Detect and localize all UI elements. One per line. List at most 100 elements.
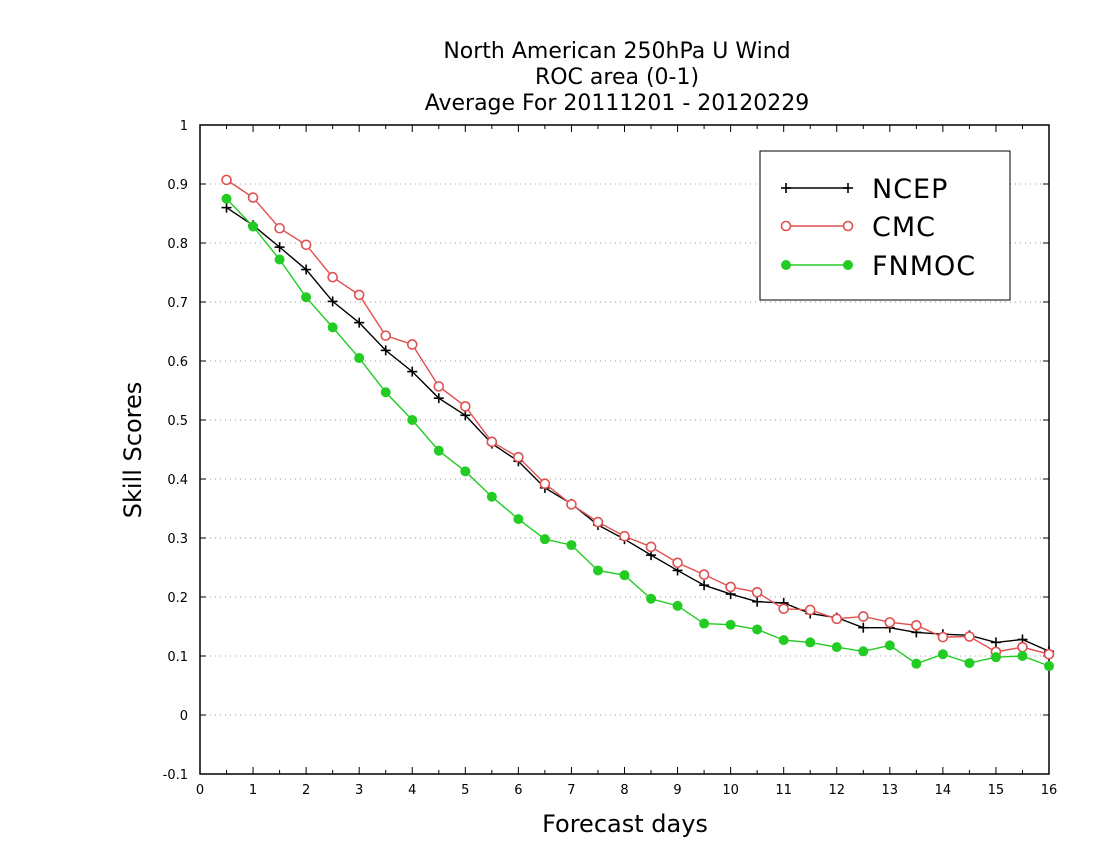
data-point-open-circle	[353, 289, 365, 301]
legend-entry-ncep: NCEP	[781, 174, 948, 205]
data-point-open-circle	[433, 381, 445, 392]
data-point-filled-circle	[990, 652, 1001, 663]
legend-label-ncep: NCEP	[872, 174, 948, 205]
x-tick-label: 5	[461, 783, 469, 798]
data-point-filled-circle	[858, 646, 869, 657]
axis-ticks: -0.100.10.20.30.40.50.60.70.80.910 1 2 3 4 5 6…	[163, 119, 1058, 798]
data-point-filled-circle	[221, 193, 232, 204]
x-tick-label: 6	[514, 783, 522, 798]
y-tick-label: 0	[180, 709, 188, 724]
data-point-open-circle	[751, 586, 763, 598]
data-point-filled-circle	[619, 570, 630, 581]
data-point-plus	[433, 393, 444, 404]
y-tick-label: 0.6	[167, 355, 188, 370]
x-tick-label: 14	[935, 783, 952, 798]
y-tick-label: 0.1	[167, 650, 188, 665]
data-point-filled-circle	[539, 534, 550, 545]
data-point-filled-circle	[725, 619, 736, 630]
data-point-plus	[274, 242, 285, 253]
y-tick-label: 1	[180, 119, 188, 134]
data-point-open-circle	[672, 557, 683, 569]
data-point-filled-circle	[843, 260, 853, 270]
data-point-filled-circle	[805, 637, 816, 648]
x-tick-label: 16	[1041, 783, 1058, 798]
chart-title-line-1: North American 250hPa U Wind	[443, 39, 790, 64]
series-fnmoc-line	[226, 198, 1050, 667]
data-point-open-circle	[221, 174, 232, 186]
data-point-open-circle	[1043, 648, 1055, 660]
data-point-open-circle	[804, 604, 816, 616]
data-point-filled-circle	[646, 593, 657, 604]
x-tick-label: 8	[620, 783, 628, 798]
data-point-plus	[327, 296, 338, 307]
data-point-plus	[354, 317, 365, 328]
x-tick-label: 9	[673, 783, 681, 798]
data-point-open-circle	[884, 617, 896, 628]
data-point-filled-circle	[407, 415, 418, 425]
data-point-filled-circle	[672, 600, 683, 611]
y-tick-label: 0.4	[167, 473, 188, 488]
y-tick-label: 0.7	[167, 296, 188, 311]
y-tick-label: 0.5	[167, 414, 188, 429]
x-tick-label: 10	[722, 783, 739, 798]
y-tick-label: 0.8	[167, 237, 188, 252]
x-tick-label: 13	[882, 783, 899, 798]
data-point-filled-circle	[566, 540, 577, 551]
data-point-open-circle	[1017, 641, 1028, 653]
data-point-filled-circle	[274, 254, 285, 265]
y-tick-label: 0.2	[167, 591, 188, 606]
data-point-open-circle	[460, 401, 471, 412]
chart-title-line-2: ROC area (0-1)	[535, 65, 699, 90]
x-tick-label: 4	[408, 783, 416, 798]
data-point-open-circle	[698, 569, 710, 580]
data-series	[221, 174, 1055, 672]
data-point-filled-circle	[1044, 661, 1054, 672]
data-point-filled-circle	[248, 221, 259, 232]
data-point-open-circle	[780, 220, 792, 232]
data-point-filled-circle	[699, 618, 710, 629]
data-point-plus	[699, 580, 710, 591]
data-point-open-circle	[592, 516, 604, 528]
x-tick-label: 7	[567, 783, 575, 798]
legend-entries: NCEP CMC FNMOC	[780, 174, 975, 282]
data-point-filled-circle	[752, 624, 763, 635]
x-tick-label: 11	[775, 783, 792, 798]
legend-entry-fnmoc: FNMOC	[781, 251, 975, 282]
data-point-open-circle	[406, 339, 418, 350]
data-point-filled-circle	[781, 260, 791, 270]
data-point-open-circle	[539, 478, 551, 490]
data-point-filled-circle	[486, 491, 497, 502]
chart-title-line-3: Average For 20111201 - 20120229	[425, 91, 810, 116]
data-point-plus	[781, 183, 791, 193]
y-axis-label: Skill Scores	[119, 382, 147, 519]
x-tick-label: 1	[249, 783, 257, 798]
data-point-plus	[843, 183, 853, 193]
x-tick-label: 3	[355, 783, 363, 798]
x-axis-label: Forecast days	[542, 810, 708, 838]
data-point-open-circle	[513, 451, 524, 463]
data-point-open-circle	[380, 330, 392, 341]
data-point-plus	[221, 202, 232, 213]
y-tick-label: -0.1	[163, 768, 188, 783]
data-point-filled-circle	[1017, 651, 1028, 661]
x-tick-label: 15	[988, 783, 1005, 798]
data-point-open-circle	[911, 620, 922, 631]
data-point-open-circle	[725, 581, 736, 593]
data-point-open-circle	[300, 239, 312, 251]
chart-title: North American 250hPa U Wind ROC area (0…	[425, 39, 810, 116]
data-point-filled-circle	[380, 387, 391, 398]
data-point-open-circle	[274, 222, 285, 234]
data-point-open-circle	[937, 631, 949, 643]
data-point-filled-circle	[831, 642, 842, 653]
data-point-open-circle	[857, 611, 869, 622]
y-tick-label: 0.3	[167, 532, 188, 547]
x-tick-label: 0	[196, 783, 204, 798]
legend-entry-cmc: CMC	[780, 212, 935, 243]
data-point-open-circle	[247, 192, 259, 203]
data-point-filled-circle	[513, 514, 524, 525]
data-point-filled-circle	[354, 353, 365, 364]
data-point-plus	[752, 596, 763, 607]
y-tick-label: 0.9	[167, 178, 188, 193]
data-point-filled-circle	[592, 565, 603, 576]
